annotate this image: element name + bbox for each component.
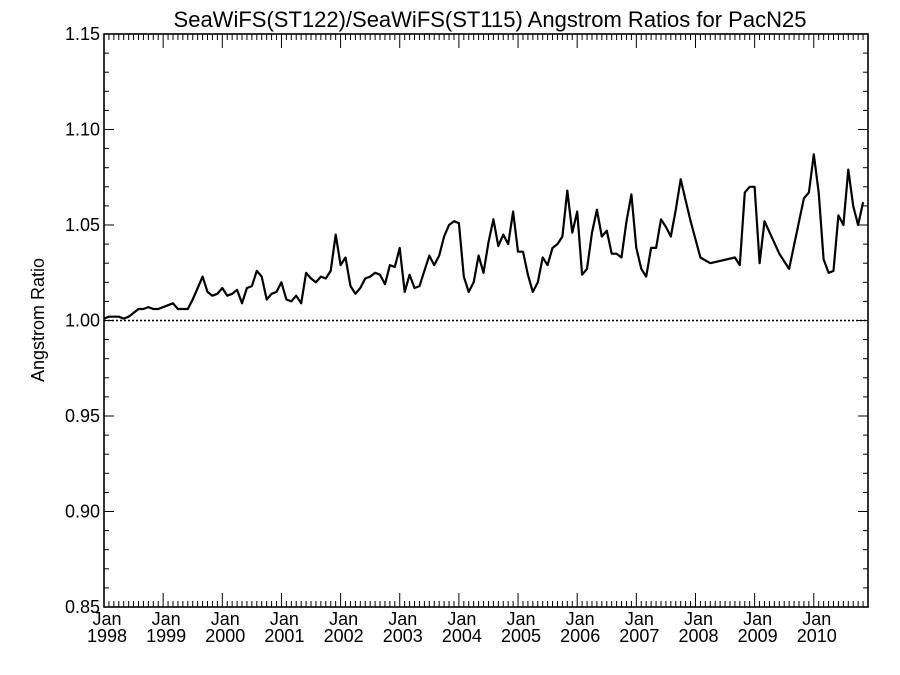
- x-axis: Jan1998Jan1999Jan2000Jan2001Jan2002Jan20…: [87, 34, 869, 646]
- x-tick-label-year: 2002: [324, 626, 364, 646]
- y-tick-label: 0.85: [65, 597, 100, 617]
- y-tick-label: 1.05: [65, 215, 100, 235]
- x-tick-label-month: Jan: [329, 609, 358, 629]
- x-tick-label-year: 2008: [678, 626, 718, 646]
- series-line: [103, 153, 865, 320]
- x-tick-label-year: 2006: [560, 626, 600, 646]
- x-tick-label-month: Jan: [743, 609, 772, 629]
- y-tick-label: 0.95: [65, 406, 100, 426]
- x-tick-label-year: 2001: [264, 626, 304, 646]
- x-tick-label-month: Jan: [388, 609, 417, 629]
- x-tick-label-month: Jan: [211, 609, 240, 629]
- x-tick-label-month: Jan: [566, 609, 595, 629]
- y-tick-label: 0.90: [65, 502, 100, 522]
- x-tick-label-month: Jan: [92, 609, 121, 629]
- x-tick-label-year: 2007: [619, 626, 659, 646]
- series-layer: [103, 153, 865, 320]
- chart-title: SeaWiFS(ST122)/SeaWiFS(ST115) Angstrom R…: [174, 7, 807, 32]
- x-tick-label-year: 2004: [442, 626, 482, 646]
- y-axis: 0.85 0.90 0.95 1.00 1.05 1.10 1.15: [65, 24, 868, 617]
- x-tick-label-month: Jan: [625, 609, 654, 629]
- x-tick-label-year: 2010: [797, 626, 837, 646]
- x-tick-label-year: 1999: [146, 626, 186, 646]
- x-tick-label-month: Jan: [447, 609, 476, 629]
- x-tick-label-month: Jan: [684, 609, 713, 629]
- y-axis-label: Angstrom Ratio: [28, 258, 48, 382]
- y-tick-label: 1.00: [65, 311, 100, 331]
- x-tick-label-year: 2003: [383, 626, 423, 646]
- x-tick-label-year: 2000: [205, 626, 245, 646]
- y-tick-label: 1.10: [65, 120, 100, 140]
- x-tick-label-year: 2005: [501, 626, 541, 646]
- x-tick-label-year: 2009: [738, 626, 778, 646]
- x-tick-label-year: 1998: [87, 626, 127, 646]
- x-tick-label-month: Jan: [152, 609, 181, 629]
- y-tick-label: 1.15: [65, 24, 100, 44]
- x-tick-label-month: Jan: [802, 609, 831, 629]
- x-tick-label-month: Jan: [270, 609, 299, 629]
- x-tick-label-month: Jan: [507, 609, 536, 629]
